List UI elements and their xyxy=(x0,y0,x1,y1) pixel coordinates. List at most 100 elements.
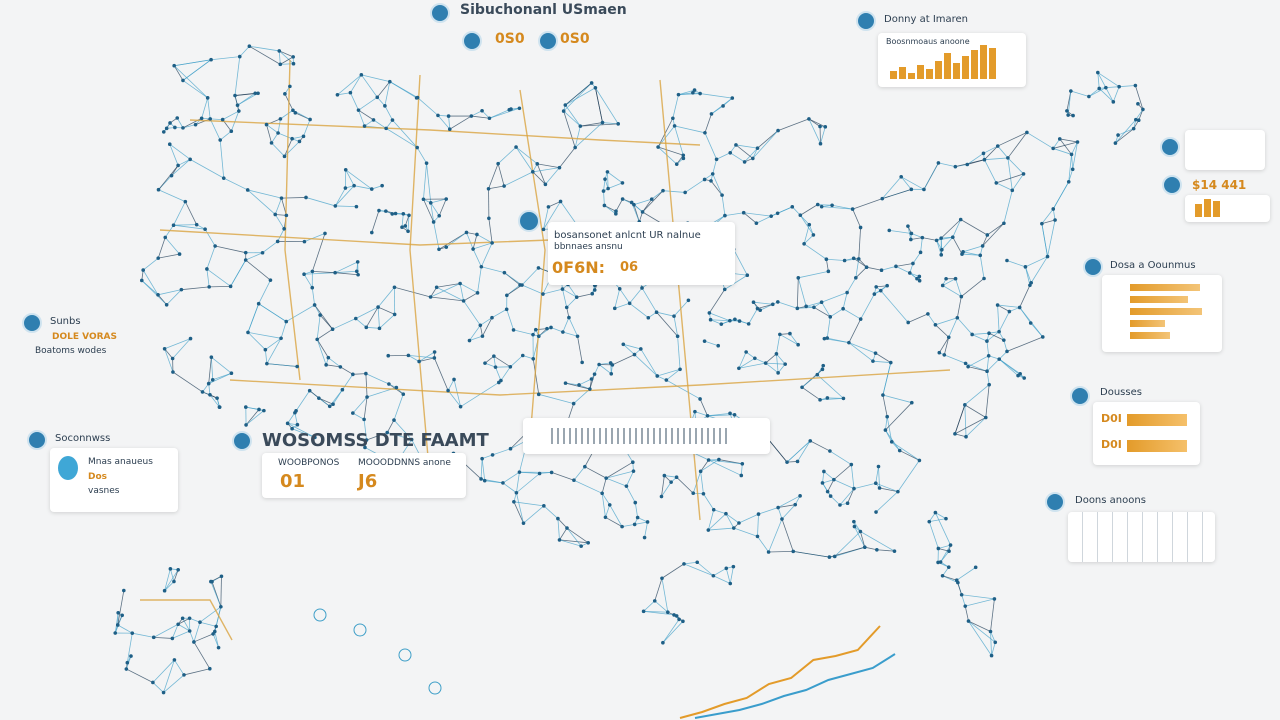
network-node xyxy=(293,111,298,115)
icon xyxy=(58,456,78,480)
network-edge xyxy=(469,335,483,341)
network-node xyxy=(276,131,280,135)
network-edge xyxy=(986,358,1000,372)
network-edge xyxy=(965,362,988,372)
network-edge xyxy=(436,286,464,302)
network-edge xyxy=(786,440,811,463)
network-edge xyxy=(430,296,464,302)
network-node xyxy=(210,377,215,382)
network-node xyxy=(247,44,252,49)
network-node xyxy=(603,177,607,181)
network-node xyxy=(686,298,691,303)
network-node xyxy=(796,276,801,280)
network-node xyxy=(793,502,798,507)
network-edge xyxy=(882,188,912,200)
network-node xyxy=(963,604,968,608)
network-edge xyxy=(944,354,966,364)
bar xyxy=(1127,414,1187,426)
network-edge xyxy=(538,327,552,337)
network-node xyxy=(899,174,903,179)
network-edge xyxy=(584,466,607,479)
network-node xyxy=(333,204,338,208)
network-edge xyxy=(515,146,534,173)
network-node xyxy=(209,355,214,360)
network-edge xyxy=(826,258,845,261)
network-node xyxy=(985,339,989,343)
network-edge xyxy=(629,302,649,319)
network-edge xyxy=(433,221,440,250)
network-node xyxy=(849,462,854,467)
network-node xyxy=(172,63,176,68)
network-edge xyxy=(164,348,174,373)
network-node xyxy=(120,613,124,618)
network-node xyxy=(790,205,795,209)
network-edge xyxy=(393,419,412,440)
network-edge xyxy=(776,334,781,354)
network-edge xyxy=(968,366,988,372)
network-node xyxy=(284,319,289,324)
network-node xyxy=(512,500,516,504)
network-edge xyxy=(342,374,354,390)
network-node xyxy=(549,470,554,475)
network-node xyxy=(944,276,948,281)
network-edge xyxy=(277,132,293,140)
network-edge xyxy=(484,355,495,364)
network-edge xyxy=(371,185,383,190)
network-node xyxy=(541,292,545,296)
network-edge xyxy=(345,169,373,190)
network-node xyxy=(187,616,192,621)
network-node xyxy=(1006,156,1010,160)
network-edge xyxy=(1135,85,1144,110)
network-node xyxy=(808,439,813,443)
network-edge xyxy=(940,550,950,563)
network-node xyxy=(384,126,388,131)
header-title: Sibuchonanl USmaen xyxy=(460,2,627,18)
network-node xyxy=(161,690,166,695)
network-edge xyxy=(1138,109,1144,121)
network-edge xyxy=(184,201,198,225)
network-edge xyxy=(504,272,523,286)
network-edge xyxy=(532,358,540,395)
network-edge xyxy=(996,182,1013,191)
network-edge xyxy=(182,124,196,129)
network-node xyxy=(343,186,348,190)
network-edge xyxy=(117,590,125,626)
network-edge xyxy=(920,237,923,253)
network-node xyxy=(113,631,118,635)
network-node xyxy=(497,380,501,385)
network-edge xyxy=(935,324,950,338)
network-edge xyxy=(704,132,717,160)
network-node xyxy=(720,193,724,197)
network-edge xyxy=(471,115,490,119)
network-edge xyxy=(848,318,862,343)
network-edge xyxy=(318,397,334,405)
network-node xyxy=(173,125,177,130)
network-edge xyxy=(247,189,282,199)
network-edge xyxy=(304,272,336,275)
network-edge xyxy=(247,332,266,350)
network-edge xyxy=(132,632,154,638)
network-node xyxy=(589,81,594,85)
network-edge xyxy=(935,512,947,519)
network-edge xyxy=(247,303,260,333)
network-edge xyxy=(222,110,240,120)
network-node xyxy=(818,398,822,402)
network-edge xyxy=(164,581,175,591)
network-edge xyxy=(965,417,987,437)
network-node xyxy=(745,273,750,278)
network-edge xyxy=(738,357,756,369)
network-node xyxy=(407,213,411,218)
network-node xyxy=(208,392,212,397)
network-edge xyxy=(211,356,232,374)
network-edge xyxy=(176,117,184,129)
network-node xyxy=(1005,258,1009,263)
network-node xyxy=(461,299,466,303)
network-node xyxy=(359,73,364,77)
network-edge xyxy=(713,509,727,515)
network-edge xyxy=(965,598,995,607)
network-edge xyxy=(516,472,520,493)
network-edge xyxy=(280,63,294,65)
network-node xyxy=(873,481,878,486)
network-node xyxy=(755,146,760,150)
network-node xyxy=(182,673,186,677)
